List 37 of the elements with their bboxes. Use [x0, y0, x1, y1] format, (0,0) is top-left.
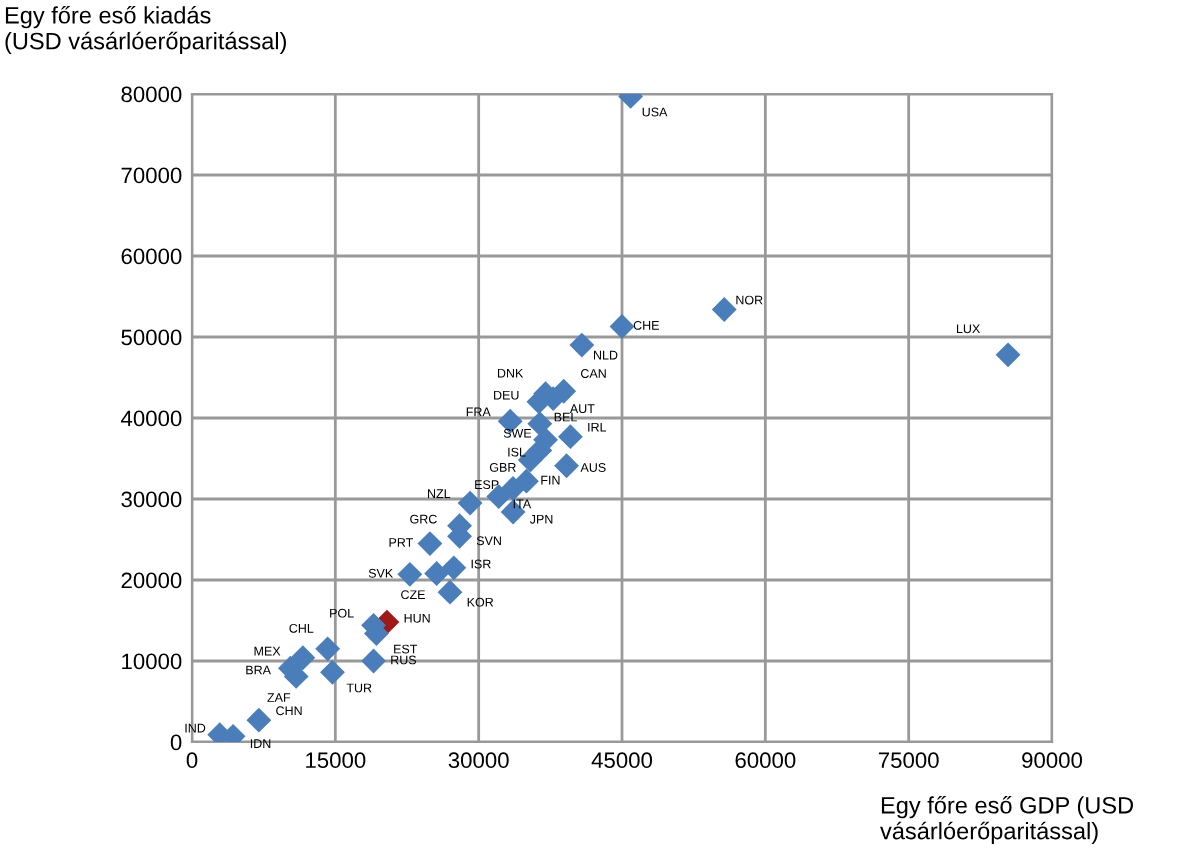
y-tick-label: 20000: [121, 572, 182, 589]
point: [569, 332, 595, 358]
point: [424, 561, 450, 586]
point: [315, 636, 341, 662]
y-tick-label: 50000: [121, 329, 182, 346]
x-tick-label: 60000: [735, 752, 796, 769]
x-axis-title: Egy főre eső GDP (USD vásárlóerőparitással): [880, 796, 1134, 845]
y-tick-label: 70000: [121, 167, 182, 184]
point: [320, 659, 345, 685]
y-tick-label: 10000: [122, 653, 182, 670]
y-axis-title: Egy főre eső kiadás (USD vásárlóerőparitással): [5, 6, 286, 55]
point: [437, 579, 463, 605]
x-tick-label: 0: [186, 752, 198, 769]
y-tick-label: 30000: [121, 491, 182, 508]
point: [711, 297, 737, 322]
y-tick-label: 80000: [121, 86, 182, 103]
y-tick-label: 60000: [121, 248, 182, 265]
x-tick-label: 75000: [878, 752, 939, 769]
point: [397, 561, 423, 587]
y-tick-label: 0: [170, 734, 182, 751]
point: [609, 314, 635, 339]
point: [361, 648, 386, 674]
point: [557, 424, 583, 450]
x-tick-label: 90000: [1022, 752, 1083, 769]
point: [441, 555, 467, 581]
point: [527, 411, 553, 437]
point: [246, 707, 272, 733]
point: [457, 490, 483, 516]
point: [554, 453, 579, 479]
x-tick-label: 30000: [448, 752, 509, 769]
y-tick-label: 40000: [121, 410, 182, 427]
point: [500, 476, 526, 501]
x-tick-label: 15000: [306, 752, 366, 769]
x-tick-label: 45000: [591, 752, 653, 769]
point: [417, 531, 443, 556]
point: [995, 342, 1021, 368]
point: [290, 645, 316, 671]
